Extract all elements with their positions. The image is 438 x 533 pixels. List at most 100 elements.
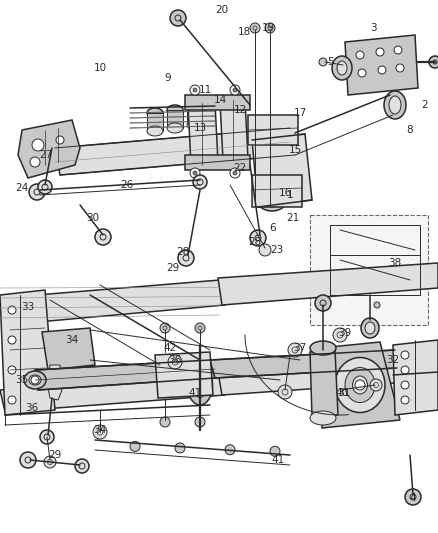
Text: 37: 37 [293,343,307,353]
Circle shape [230,85,240,95]
Ellipse shape [167,123,183,133]
Text: 17: 17 [293,108,307,118]
Circle shape [267,195,277,205]
Text: 2: 2 [422,100,428,110]
Ellipse shape [257,189,287,211]
Text: 9: 9 [165,73,171,83]
Circle shape [315,295,331,311]
Circle shape [401,381,409,389]
Ellipse shape [147,108,163,118]
Circle shape [401,396,409,404]
Text: 40: 40 [336,388,349,398]
Circle shape [278,385,292,399]
Text: 41: 41 [188,388,201,398]
Circle shape [233,171,237,175]
Circle shape [8,306,16,314]
Polygon shape [345,35,418,95]
Polygon shape [393,340,438,415]
Text: 33: 33 [21,302,35,312]
Polygon shape [310,350,338,417]
Text: 23: 23 [270,245,284,255]
Text: 38: 38 [389,258,402,268]
Polygon shape [210,350,397,378]
Ellipse shape [310,411,336,425]
Ellipse shape [337,61,347,75]
Text: 4: 4 [410,493,416,503]
Circle shape [376,48,384,56]
Bar [252,175,302,207]
Circle shape [195,417,205,427]
Bar [167,110,183,128]
Polygon shape [320,342,400,428]
Circle shape [130,441,140,451]
Polygon shape [188,103,218,165]
Circle shape [160,417,170,427]
Circle shape [32,139,44,151]
Ellipse shape [332,56,352,80]
Circle shape [38,180,52,194]
Circle shape [401,366,409,374]
Circle shape [44,456,56,468]
Circle shape [95,229,111,245]
Text: 18: 18 [237,27,251,37]
Circle shape [168,355,182,369]
Circle shape [8,396,16,404]
Ellipse shape [24,371,46,389]
Text: 42: 42 [163,343,177,353]
Bar [147,113,163,131]
Polygon shape [0,290,55,415]
Text: 29: 29 [166,263,180,273]
Text: 28: 28 [177,247,190,257]
Ellipse shape [365,322,375,334]
Bar [185,155,250,170]
Polygon shape [218,357,438,395]
Text: 19: 19 [261,23,275,33]
Polygon shape [18,120,80,178]
Bar [185,95,250,110]
Circle shape [20,452,36,468]
Text: 20: 20 [215,5,229,15]
Text: 35: 35 [15,375,28,385]
Text: 21: 21 [286,213,300,223]
Ellipse shape [389,96,401,114]
Ellipse shape [353,376,367,394]
Circle shape [333,328,347,342]
Ellipse shape [384,91,406,119]
Circle shape [233,88,237,92]
Text: 11: 11 [198,85,212,95]
Text: 8: 8 [407,125,413,135]
Text: 36: 36 [25,403,39,413]
Text: 31: 31 [337,388,351,398]
Circle shape [193,171,197,175]
Circle shape [31,376,39,384]
Ellipse shape [147,126,163,136]
Circle shape [265,23,275,33]
Circle shape [30,157,40,167]
Ellipse shape [29,375,41,385]
Polygon shape [220,100,248,160]
Text: 30: 30 [86,213,99,223]
Text: 16: 16 [279,188,292,198]
Circle shape [374,302,380,308]
Circle shape [250,230,266,246]
Circle shape [195,323,205,333]
Circle shape [378,66,386,74]
Polygon shape [0,374,225,412]
Text: 28: 28 [248,237,261,247]
Circle shape [175,443,185,453]
Text: 29: 29 [48,450,62,460]
Ellipse shape [187,120,203,130]
Circle shape [225,445,235,455]
Circle shape [401,351,409,359]
Circle shape [190,85,200,95]
Circle shape [190,168,200,178]
Bar [248,115,298,145]
Text: 5: 5 [327,57,333,67]
Ellipse shape [167,105,183,115]
Circle shape [355,380,365,390]
Ellipse shape [361,318,379,338]
Circle shape [429,56,438,68]
Text: 6: 6 [270,223,276,233]
Text: 34: 34 [65,335,79,345]
Ellipse shape [335,358,385,413]
